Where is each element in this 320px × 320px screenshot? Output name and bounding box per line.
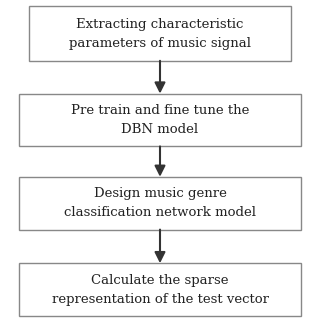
Text: Design music genre
classification network model: Design music genre classification networ…: [64, 187, 256, 219]
Text: Pre train and fine tune the
DBN model: Pre train and fine tune the DBN model: [71, 104, 249, 136]
Bar: [29, 6, 291, 61]
Bar: [19, 263, 301, 316]
Bar: [19, 177, 301, 230]
Bar: [19, 93, 301, 147]
Text: Calculate the sparse
representation of the test vector: Calculate the sparse representation of t…: [52, 274, 268, 306]
Text: Extracting characteristic
parameters of music signal: Extracting characteristic parameters of …: [69, 18, 251, 50]
